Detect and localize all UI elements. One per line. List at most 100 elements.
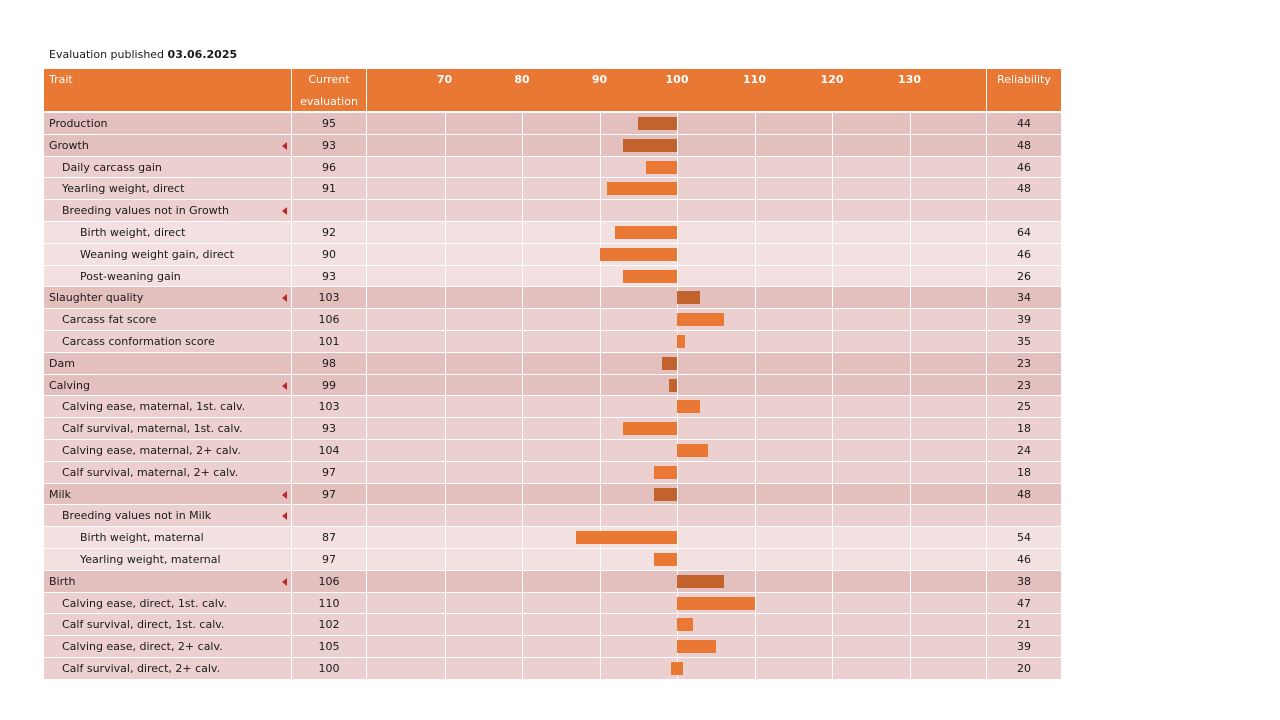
expand-arrow-icon[interactable] (282, 577, 287, 586)
gridline (754, 178, 756, 200)
gridline (522, 614, 523, 636)
gridline (909, 548, 911, 570)
trait-name: Calf survival, maternal, 2+ calv. (44, 462, 291, 483)
table-row[interactable]: Breeding values not in Milk (44, 505, 1061, 528)
table-row[interactable]: Growth 93 48 (44, 134, 1061, 157)
trait-name: Calf survival, direct, 1st. calv. (44, 614, 291, 635)
gridline (832, 243, 833, 265)
gridline (522, 636, 523, 657)
gridline (599, 592, 601, 614)
reliability: 44 (986, 113, 1061, 134)
value-bar (653, 487, 677, 501)
gridline (754, 134, 756, 156)
bar-cell (366, 352, 986, 374)
reliability: 18 (986, 418, 1061, 439)
expand-arrow-icon[interactable] (282, 141, 287, 150)
expand-arrow-icon[interactable] (282, 512, 287, 521)
scale-tick-90: 90 (591, 73, 608, 86)
value-bar (653, 552, 677, 566)
gridline (522, 527, 523, 548)
current-evaluation: 92 (291, 221, 366, 243)
expand-arrow-icon[interactable] (282, 490, 287, 499)
current-evaluation: 91 (291, 178, 366, 200)
header-reliability-label: Reliability (997, 73, 1051, 86)
gridline (599, 418, 601, 439)
expand-arrow-icon[interactable] (282, 294, 287, 303)
gridline (522, 439, 523, 461)
gridline (522, 396, 523, 418)
trait-label: Post-weaning gain (80, 269, 181, 283)
trait-label: Carcass conformation score (62, 334, 215, 348)
current-evaluation: 103 (291, 396, 366, 418)
current-evaluation: 97 (291, 483, 366, 505)
gridline (754, 265, 756, 287)
reliability: 24 (986, 439, 1061, 461)
table-row: Calving ease, direct, 2+ calv. 105 39 (44, 636, 1061, 658)
gridline (599, 439, 601, 461)
gridline (754, 352, 756, 374)
gridline (754, 309, 756, 330)
baseline-100 (677, 265, 678, 287)
expand-arrow-icon[interactable] (282, 381, 287, 390)
gridline (832, 592, 833, 614)
trait-name: Yearling weight, maternal (44, 549, 291, 570)
header-current: Current evaluation (291, 69, 366, 111)
baseline-100 (677, 200, 678, 221)
table-row[interactable]: Milk 97 48 (44, 483, 1061, 506)
trait-name: Yearling weight, direct (44, 178, 291, 199)
header-reliability: Reliability (986, 69, 1061, 111)
gridline (522, 265, 523, 287)
trait-label: Calving ease, maternal, 1st. calv. (62, 400, 246, 414)
baseline-100 (677, 461, 678, 483)
gridline (444, 505, 446, 527)
gridline (522, 483, 523, 505)
gridline (599, 178, 601, 200)
bar-cell (366, 396, 986, 418)
reliability: 23 (986, 352, 1061, 374)
value-bar (669, 378, 677, 392)
gridline (832, 396, 833, 418)
trait-label: Yearling weight, direct (62, 182, 185, 196)
gridline (832, 636, 833, 657)
current-evaluation: 106 (291, 570, 366, 592)
gridline (754, 636, 756, 657)
trait-name: Dam (44, 353, 291, 374)
bar-cell (366, 265, 986, 287)
gridline (599, 483, 601, 505)
table-row: Production 95 44 (44, 113, 1061, 135)
trait-label: Slaughter quality (49, 291, 144, 305)
gridline (909, 330, 911, 352)
gridline (444, 265, 446, 287)
gridline (599, 330, 601, 352)
gridline (599, 352, 601, 374)
trait-name: Calving ease, maternal, 2+ calv. (44, 440, 291, 461)
gridline (832, 134, 833, 156)
gridline (522, 134, 523, 156)
trait-label: Birth weight, direct (80, 225, 186, 239)
expand-arrow-icon[interactable] (282, 207, 287, 216)
gridline (522, 330, 523, 352)
table-row[interactable]: Birth 106 38 (44, 570, 1061, 593)
gridline (832, 287, 833, 309)
gridline (832, 156, 833, 178)
gridline (599, 657, 601, 679)
gridline (909, 505, 911, 527)
bar-cell (366, 461, 986, 483)
gridline (832, 113, 833, 134)
gridline (832, 483, 833, 505)
table-row[interactable]: Calving 99 23 (44, 374, 1061, 397)
gridline (444, 548, 446, 570)
gridline (599, 265, 601, 287)
table-row: Carcass conformation score 101 35 (44, 330, 1061, 353)
trait-label: Milk (49, 487, 71, 501)
gridline (599, 636, 601, 657)
trait-name: Calving ease, maternal, 1st. calv. (44, 396, 291, 417)
reliability: 64 (986, 221, 1061, 243)
gridline (909, 527, 911, 548)
table-row: Calf survival, maternal, 1st. calv. 93 18 (44, 418, 1061, 440)
table-row[interactable]: Slaughter quality 103 34 (44, 287, 1061, 310)
gridline (444, 461, 446, 483)
table-row[interactable]: Breeding values not in Growth (44, 200, 1061, 222)
gridline (909, 570, 911, 592)
gridline (832, 439, 833, 461)
